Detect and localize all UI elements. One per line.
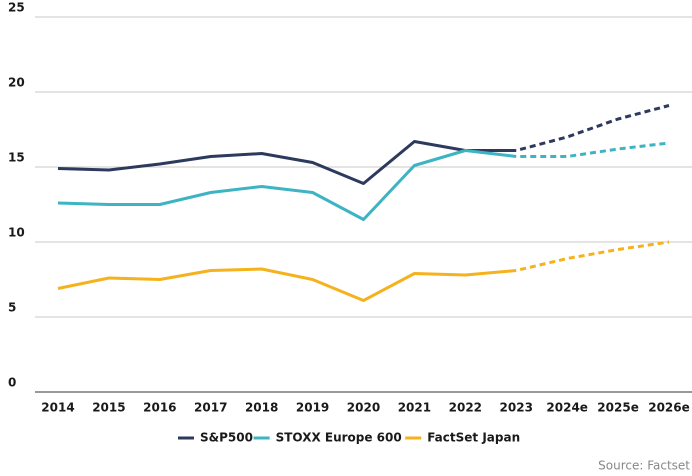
x-tick-label: 2019 bbox=[296, 401, 329, 415]
series-line bbox=[57, 240, 670, 302]
series-line bbox=[57, 141, 670, 221]
x-tick-label: 2017 bbox=[194, 401, 227, 415]
legend-label: S&P500 bbox=[200, 431, 253, 445]
legend-label: STOXX Europe 600 bbox=[276, 431, 402, 445]
legend-label: FactSet Japan bbox=[427, 431, 520, 445]
series-line bbox=[57, 104, 670, 185]
x-tick-label: 2014 bbox=[41, 401, 74, 415]
x-tick-label: 2024e bbox=[546, 401, 588, 415]
x-tick-label: 2026e bbox=[648, 401, 690, 415]
y-tick-label: 5 bbox=[8, 301, 16, 315]
x-tick-label: 2022 bbox=[449, 401, 482, 415]
source-note: Source: Factset bbox=[598, 459, 690, 473]
x-tick-label: 2015 bbox=[92, 401, 125, 415]
x-tick-label: 2020 bbox=[347, 401, 380, 415]
x-tick-label: 2025e bbox=[597, 401, 639, 415]
y-tick-label: 10 bbox=[8, 226, 25, 240]
x-tick-label: 2021 bbox=[398, 401, 431, 415]
y-tick-label: 20 bbox=[8, 76, 25, 90]
y-tick-label: 0 bbox=[8, 376, 16, 390]
x-tick-label: 2023 bbox=[500, 401, 533, 415]
x-tick-label: 2018 bbox=[245, 401, 278, 415]
x-tick-label: 2016 bbox=[143, 401, 176, 415]
y-tick-label: 25 bbox=[8, 1, 25, 15]
y-tick-label: 15 bbox=[8, 151, 25, 165]
